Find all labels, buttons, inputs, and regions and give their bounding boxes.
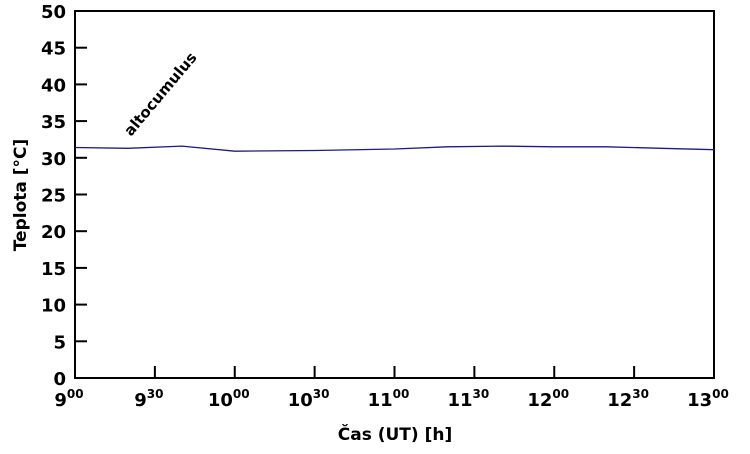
- x-tick-minutes: 30: [147, 387, 164, 401]
- y-tick-label: 50: [41, 2, 66, 23]
- x-tick-hour: 13: [687, 390, 712, 411]
- y-tick-label: 10: [41, 296, 66, 317]
- x-tick-minutes: 30: [632, 387, 649, 401]
- x-tick-minutes: 00: [552, 387, 569, 401]
- y-tick-label: 40: [41, 75, 66, 96]
- x-tick-label: 1000: [208, 387, 250, 411]
- x-tick-label: 1200: [527, 387, 569, 411]
- x-tick-hour: 11: [447, 390, 472, 411]
- x-tick-label: 1100: [368, 387, 410, 411]
- x-tick-minutes: 30: [473, 387, 490, 401]
- x-tick-label: 930: [134, 387, 163, 411]
- x-tick-minutes: 00: [67, 387, 84, 401]
- x-tick-hour: 9: [54, 390, 67, 411]
- y-tick-label: 5: [53, 332, 66, 353]
- x-tick-hour: 9: [134, 390, 147, 411]
- y-tick-label: 20: [41, 222, 66, 243]
- x-tick-hour: 12: [607, 390, 632, 411]
- x-tick-hour: 12: [527, 390, 552, 411]
- temperature-line: [74, 145, 715, 152]
- x-axis-label: Čas (UT) [h]: [338, 423, 452, 445]
- x-tick-hour: 10: [288, 390, 313, 411]
- x-tick-hour: 11: [368, 390, 393, 411]
- x-tick-minutes: 00: [393, 387, 410, 401]
- x-tick-label: 1300: [687, 387, 729, 411]
- x-tick-label: 900: [54, 387, 83, 411]
- plot-frame: [74, 10, 715, 379]
- y-tick-label: 30: [41, 149, 66, 170]
- y-tick-label: 0: [53, 369, 66, 390]
- x-tick-minutes: 30: [313, 387, 330, 401]
- x-tick-label: 1030: [288, 387, 330, 411]
- annotation-altocumulus: altocumulus: [120, 49, 200, 140]
- y-tick-label: 35: [41, 112, 66, 133]
- x-tick-minutes: 00: [712, 387, 729, 401]
- x-tick-minutes: 00: [233, 387, 250, 401]
- y-tick-label: 45: [41, 39, 66, 60]
- x-tick-hour: 10: [208, 390, 233, 411]
- x-tick-label: 1230: [607, 387, 649, 411]
- x-tick-label: 1130: [447, 387, 489, 411]
- y-axis-label: Teplota [°C]: [11, 139, 31, 252]
- y-tick-label: 15: [41, 259, 66, 280]
- y-tick-label: 25: [41, 186, 66, 207]
